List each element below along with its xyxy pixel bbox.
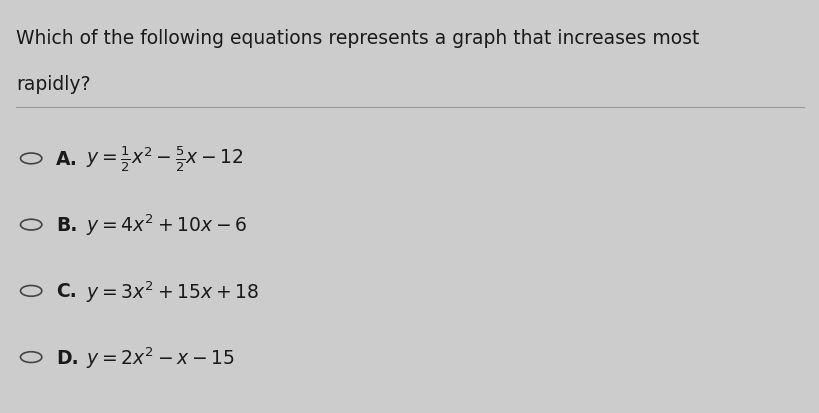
Text: $y=4x^2+10x-6$: $y=4x^2+10x-6$	[86, 212, 247, 238]
Text: Which of the following equations represents a graph that increases most: Which of the following equations represe…	[16, 29, 699, 48]
Text: $y=\mathregular{\frac{1}{2}}x^2-\mathregular{\frac{5}{2}}x-12$: $y=\mathregular{\frac{1}{2}}x^2-\mathreg…	[86, 144, 244, 174]
Text: $y=3x^2+15x+18$: $y=3x^2+15x+18$	[86, 278, 259, 304]
Text: D.: D.	[56, 348, 79, 367]
Text: rapidly?: rapidly?	[16, 74, 91, 93]
Text: C.: C.	[56, 282, 76, 301]
Text: B.: B.	[56, 216, 77, 235]
Text: A.: A.	[56, 150, 78, 169]
Text: $y=2x^2-x-15$: $y=2x^2-x-15$	[86, 344, 234, 370]
